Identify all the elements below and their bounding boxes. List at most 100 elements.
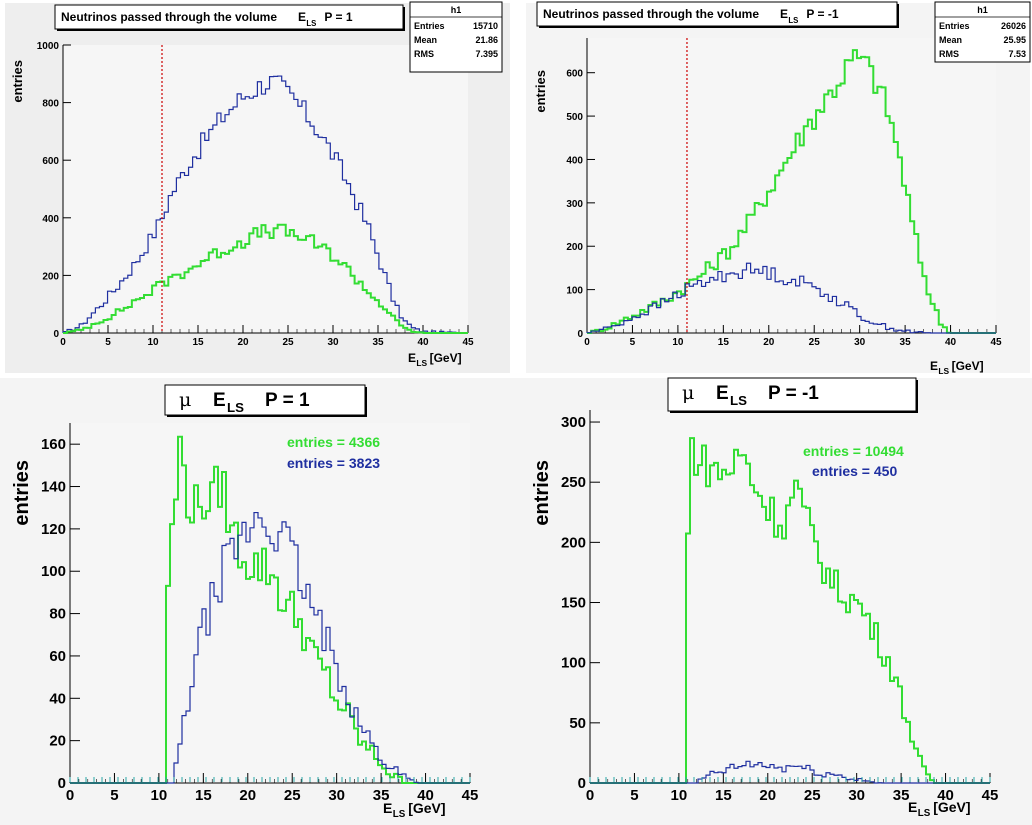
y-tick-label: 1000 (37, 41, 60, 52)
x-tick-label: 20 (763, 337, 775, 348)
stats-label: Mean (414, 35, 437, 45)
title-box (54, 4, 404, 30)
chart-title: Neutrinos passed through the volume (61, 10, 277, 24)
y-axis-label: entries (533, 70, 548, 113)
x-tick-label: 40 (937, 787, 954, 804)
chart-panel-3: 0 5 10 15 20 25 30 35 40 45 0 20 40 60 80 100 120 140 160 μ… (0, 378, 516, 825)
stats-label: RMS (939, 49, 959, 59)
x-tick-label: 20 (759, 787, 776, 804)
title-subscript: LS (306, 19, 316, 28)
plot-area (590, 410, 990, 783)
x-tick-label: 0 (584, 337, 590, 348)
title-symbol: E (298, 10, 306, 24)
y-tick-label: 100 (566, 286, 583, 297)
y-tick-label: 40 (49, 690, 66, 707)
title-mu: μ (179, 389, 191, 411)
y-tick-label: 200 (561, 534, 586, 551)
x-tick-label: 25 (282, 337, 294, 348)
y-tick-label: 0 (53, 329, 59, 340)
title-tail: P = 1 (324, 10, 352, 24)
x-tick-label: 25 (809, 337, 821, 348)
x-tick-label: 35 (900, 337, 912, 348)
y-tick-label: 300 (566, 199, 583, 210)
title-tail: P = 1 (265, 390, 310, 411)
chart-title: Neutrinos passed through the volume (543, 7, 759, 21)
x-tick-label: 0 (60, 337, 66, 348)
histogram-series-1 (70, 435, 470, 784)
y-tick-label: 160 (41, 436, 66, 453)
histogram-series-2 (586, 262, 996, 334)
x-tick-label: 15 (192, 337, 204, 348)
x-axis-label: E (930, 359, 938, 373)
x-axis-label-unit: [GeV] (933, 799, 970, 815)
x-tick-label: 40 (417, 787, 434, 804)
stats-label: Entries (939, 21, 970, 31)
stats-value: 15710 (473, 21, 498, 31)
x-tick-label: 10 (151, 787, 168, 804)
stats-value: 7.53 (1008, 49, 1026, 59)
title-tail: P = -1 (768, 383, 819, 404)
x-tick-label: 30 (854, 337, 866, 348)
y-tick-label: 50 (569, 715, 586, 732)
title-box (164, 384, 366, 416)
x-tick-label: 20 (237, 337, 249, 348)
x-tick-label: 45 (462, 337, 474, 348)
x-tick-label: 40 (417, 337, 429, 348)
x-tick-label: 25 (284, 787, 301, 804)
x-tick-label: 15 (718, 337, 730, 348)
stats-box (934, 1, 1031, 63)
title-subscript: LS (730, 393, 747, 408)
x-tick-label: 5 (105, 337, 111, 348)
chart-panel-1: 0 5 10 15 20 25 30 35 40 45 0 200 400 600 800 1000 Neutr… (5, 1, 510, 373)
x-tick-label: 0 (66, 787, 74, 804)
y-tick-label: 120 (41, 521, 66, 538)
stats-value: 25.95 (1003, 35, 1026, 45)
histogram-series-2 (70, 511, 470, 784)
y-tick-label: 0 (577, 329, 583, 340)
x-tick-label: 25 (804, 787, 821, 804)
plot-area (587, 38, 996, 333)
title-symbol: E (780, 7, 788, 21)
x-tick-label: 15 (195, 787, 212, 804)
title-mu: μ (682, 382, 694, 404)
stats-value: 21.86 (475, 35, 498, 45)
y-tick-label: 400 (566, 155, 583, 166)
title-symbol: E (213, 390, 226, 411)
histogram-series-1 (62, 75, 468, 334)
title-box (667, 377, 917, 412)
histogram-series-2 (63, 223, 468, 334)
x-tick-label: 30 (328, 787, 345, 804)
y-tick-label: 400 (42, 214, 59, 225)
y-tick-label: 60 (49, 648, 66, 665)
y-tick-label: 140 (41, 479, 66, 496)
x-axis-label-unit: [GeV] (430, 351, 462, 365)
x-tick-label: 45 (462, 787, 479, 804)
entries-annotation: entries = 10494 (803, 443, 904, 459)
x-tick-label: 35 (373, 787, 390, 804)
x-tick-label: 30 (327, 337, 339, 348)
entries-annotation: entries = 4366 (287, 434, 380, 450)
y-tick-label: 100 (41, 563, 66, 580)
y-tick-label: 0 (58, 775, 66, 792)
x-axis-label: E (383, 800, 392, 816)
x-tick-label: 20 (239, 787, 256, 804)
chart-panel-2: 0 5 10 15 20 25 30 35 40 45 0 100 200 300 400 500 600 Neu… (526, 1, 1031, 376)
histogram-series-2 (590, 760, 990, 784)
histogram-series-1 (590, 437, 990, 784)
stats-label: Mean (939, 35, 962, 45)
plot-area (63, 45, 468, 333)
x-tick-label: 35 (372, 337, 384, 348)
y-tick-label: 100 (561, 655, 586, 672)
stats-value: 26026 (1001, 21, 1026, 31)
y-tick-label: 150 (561, 595, 586, 612)
x-tick-label: 5 (110, 787, 118, 804)
x-tick-label: 0 (586, 787, 594, 804)
stats-value: 7.395 (475, 49, 498, 59)
x-tick-label: 45 (982, 787, 999, 804)
y-axis-label: entries (531, 460, 553, 526)
y-tick-label: 300 (561, 414, 586, 431)
y-tick-label: 600 (42, 156, 59, 167)
title-symbol: E (716, 383, 729, 404)
y-tick-label: 200 (566, 242, 583, 253)
